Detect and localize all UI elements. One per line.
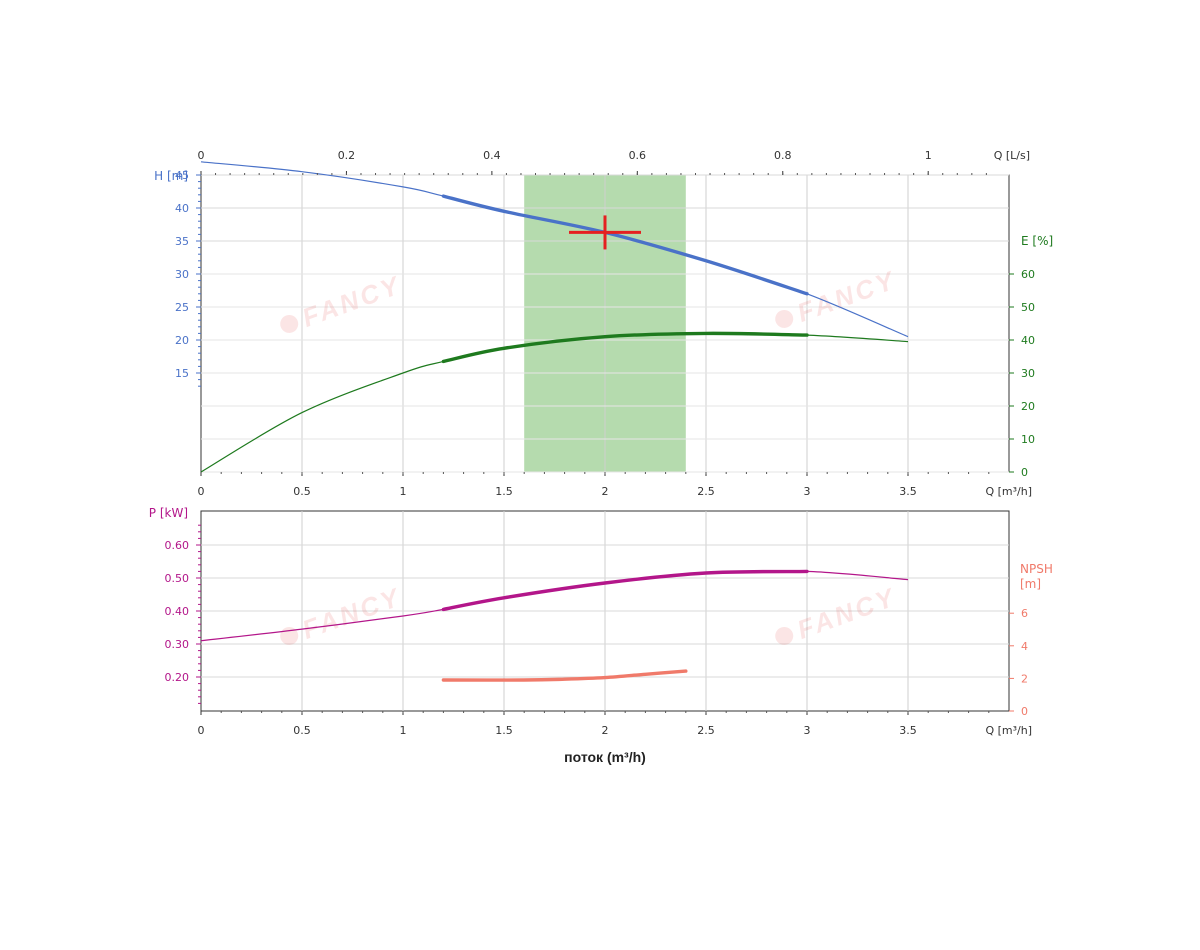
- top-axis-lps-tick-label: 0.8: [774, 149, 792, 162]
- npsh-axis-tick-label: 0: [1021, 705, 1028, 718]
- bottom-x-tick-label: 3: [804, 724, 811, 737]
- top-x-tick-label: 3.5: [899, 485, 917, 498]
- h-axis-tick-label: 20: [175, 334, 189, 347]
- e-axis-tick-label: 10: [1021, 433, 1035, 446]
- top-axis-lps-tick-label: 0.4: [483, 149, 501, 162]
- npsh-axis-title-line: [m]: [1020, 577, 1041, 591]
- h-axis-tick-label: 30: [175, 268, 189, 281]
- p-axis-tick-label: 0.30: [165, 638, 190, 651]
- e-axis-tick-label: 50: [1021, 301, 1035, 314]
- watermark-logo-icon: [775, 309, 794, 328]
- top-x-tick-label: 0: [198, 485, 205, 498]
- p-axis-tick-label: 0.20: [165, 671, 190, 684]
- top-x-tick-label: 1.5: [495, 485, 513, 498]
- watermark-logo-icon: [775, 626, 794, 645]
- top-axis-lps-tick-label: 0.2: [338, 149, 356, 162]
- top-x-tick-label: 2.5: [697, 485, 715, 498]
- watermark-logo-icon: [280, 314, 299, 333]
- p-axis-title: P [kW]: [149, 506, 188, 520]
- top-x-tick-label: 3: [804, 485, 811, 498]
- p-axis-tick-label: 0.40: [165, 605, 190, 618]
- top-x-tick-label: 1: [400, 485, 407, 498]
- top-x-tick-label: 2: [602, 485, 609, 498]
- bottom-x-tick-label: 3.5: [899, 724, 917, 737]
- top-x-axis-title: Q [m³/h]: [985, 485, 1032, 498]
- h-axis-title: H [m]: [154, 169, 188, 183]
- top-axis-lps-title: Q [L/s]: [994, 149, 1030, 162]
- p-axis-tick-label: 0.50: [165, 572, 190, 585]
- bottom-x-tick-label: 2: [602, 724, 609, 737]
- bottom-x-tick-label: 1: [400, 724, 407, 737]
- e-axis-tick-label: 40: [1021, 334, 1035, 347]
- bottom-x-axis-unit: Q [m³/h]: [985, 724, 1032, 737]
- e-axis-tick-label: 60: [1021, 268, 1035, 281]
- bottom-x-tick-label: 2.5: [697, 724, 715, 737]
- bottom-x-tick-label: 0: [198, 724, 205, 737]
- npsh-axis-tick-label: 6: [1021, 607, 1028, 620]
- p-axis-tick-label: 0.60: [165, 539, 190, 552]
- e-axis-tick-label: 20: [1021, 400, 1035, 413]
- bottom-x-tick-label: 0.5: [293, 724, 311, 737]
- top-axis-lps-tick-label: 0.6: [629, 149, 647, 162]
- h-axis-tick-label: 15: [175, 367, 189, 380]
- e-axis-tick-label: 0: [1021, 466, 1028, 479]
- bottom-series-1-operating-range: [441, 669, 688, 682]
- npsh-axis-tick-label: 2: [1021, 672, 1028, 685]
- h-axis-tick-label: 40: [175, 202, 189, 215]
- npsh-axis-tick-label: 4: [1021, 640, 1028, 653]
- power-npsh-chart: FANCY FANCY 0 0.5 1 1.5 2 2.5 3 3.5 Q [m³/h]0.200…: [149, 506, 1053, 765]
- npsh-axis-title-line: NPSH: [1020, 562, 1053, 576]
- bottom-series-0-operating-range: [441, 569, 809, 612]
- e-axis-tick-label: 30: [1021, 367, 1035, 380]
- duty-point-crosshair: [569, 215, 641, 250]
- bottom-x-axis-title: поток (m³/h): [564, 749, 646, 765]
- top-axis-lps-tick-label: 0: [198, 149, 205, 162]
- h-axis-tick-label: 45: [175, 169, 189, 182]
- top-x-tick-label: 0.5: [293, 485, 311, 498]
- top-series-1-operating-range: [441, 331, 809, 364]
- h-axis-tick-label: 35: [175, 235, 189, 248]
- top-axis-lps-tick-label: 1: [925, 149, 932, 162]
- h-axis-tick-label: 25: [175, 301, 189, 314]
- e-axis-title: E [%]: [1021, 234, 1053, 248]
- bottom-x-tick-label: 1.5: [495, 724, 513, 737]
- hq-efficiency-chart: FANCY FANCY 0 0.5 1 1.5 2 2.5 3 3.5 Q [m³/h]0 0.2 0…: [154, 149, 1053, 498]
